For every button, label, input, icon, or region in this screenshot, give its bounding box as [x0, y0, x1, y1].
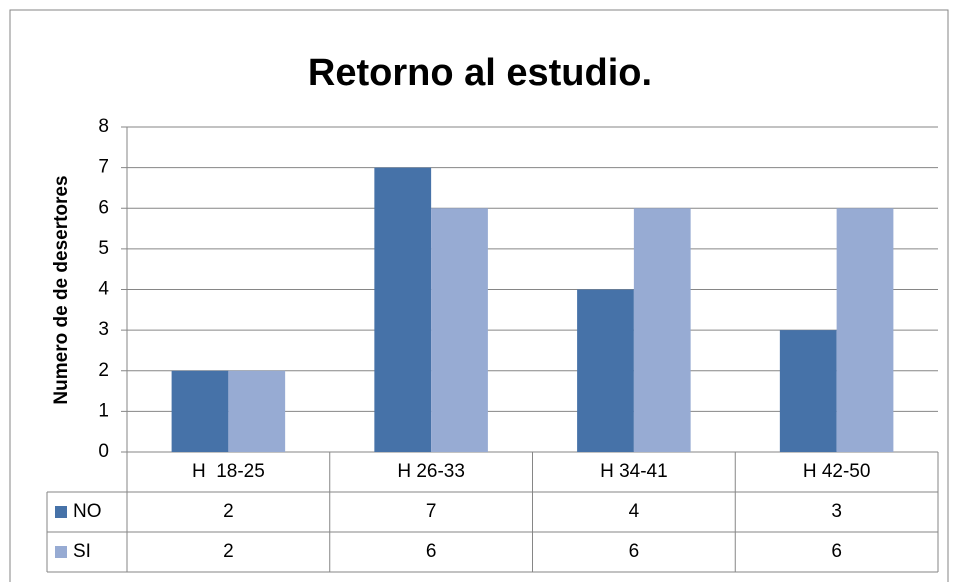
bar [633, 208, 691, 452]
legend-label: SI [73, 541, 91, 562]
y-axis-label: Numero de de desertores [51, 175, 72, 404]
bar [431, 208, 488, 452]
table-value: 6 [831, 541, 842, 562]
bar [171, 370, 229, 452]
bar [374, 167, 432, 452]
x-tick-label: H 26-33 [397, 461, 465, 482]
table-value: 3 [831, 501, 842, 522]
y-tick-label: 2 [98, 360, 109, 381]
bar [836, 208, 894, 452]
bar [577, 289, 634, 452]
table-value: 7 [426, 501, 437, 522]
y-tick-label: 3 [98, 319, 109, 340]
x-tick-label: H 42-50 [803, 461, 871, 482]
legend-key [55, 506, 67, 518]
y-tick-label: 0 [98, 441, 109, 462]
y-tick-label: 5 [98, 238, 109, 259]
table-value: 2 [223, 501, 234, 522]
table-value: 6 [426, 541, 437, 562]
y-tick-label: 4 [98, 279, 109, 300]
legend-key [55, 546, 67, 558]
y-tick-label: 7 [98, 157, 109, 178]
chart-title: Retorno al estudio. [308, 52, 652, 94]
table-value: 6 [629, 541, 640, 562]
x-tick-label: H 34-41 [600, 461, 668, 482]
legend-label: NO [73, 501, 102, 522]
y-tick-label: 1 [98, 400, 109, 421]
table-value: 4 [629, 501, 640, 522]
y-tick-label: 8 [98, 116, 109, 137]
y-tick-label: 6 [98, 197, 109, 218]
x-tick-label: H 18-25 [192, 461, 265, 482]
bar [228, 370, 286, 452]
bar [779, 330, 837, 452]
table-value: 2 [223, 541, 234, 562]
